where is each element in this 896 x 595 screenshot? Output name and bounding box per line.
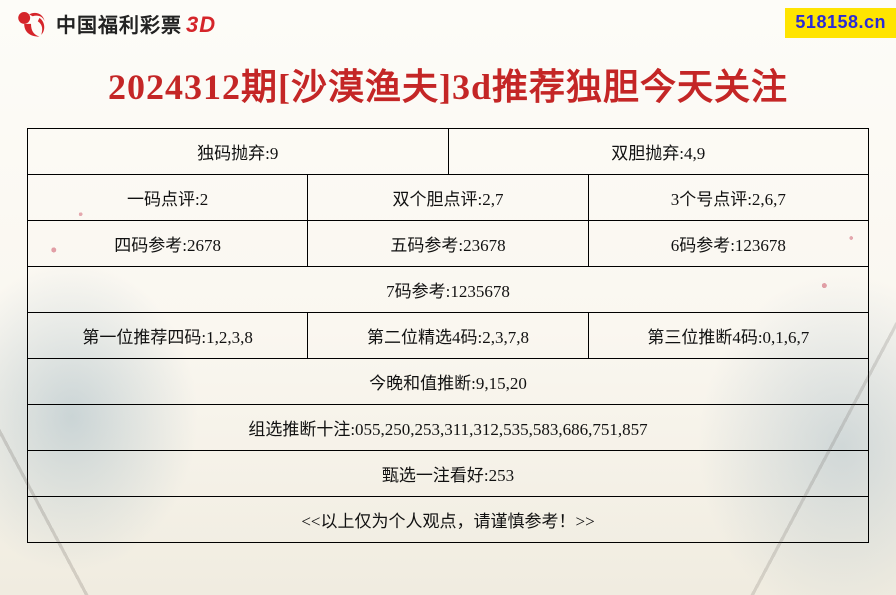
- table-cell: 第三位推断4码:0,1,6,7: [589, 313, 869, 359]
- table-cell: 今晚和值推断:9,15,20: [28, 359, 869, 405]
- table-row: <<以上仅为个人观点，请谨慎参考！>>: [28, 497, 869, 543]
- lottery-logo-icon: [14, 6, 48, 40]
- top-bar: 中国福利彩票 3D 518158.cn: [0, 0, 896, 44]
- table-cell: 独码抛弃:9: [28, 129, 449, 175]
- table-cell: 甄选一注看好:253: [28, 451, 869, 497]
- table-cell: 四码参考:2678: [28, 221, 308, 267]
- page-title: 2024312期[沙漠渔夫]3d推荐独胆今天关注: [0, 44, 896, 128]
- table-row: 第一位推荐四码:1,2,3,8 第二位精选4码:2,3,7,8 第三位推断4码:…: [28, 313, 869, 359]
- table-cell: 五码参考:23678: [308, 221, 588, 267]
- table-cell: 组选推断十注:055,250,253,311,312,535,583,686,7…: [28, 405, 869, 451]
- table-cell: 7码参考:1235678: [28, 267, 869, 313]
- table-row: 独码抛弃:9 双胆抛弃:4,9: [28, 129, 869, 175]
- table-cell: 一码点评:2: [28, 175, 308, 221]
- table-row: 一码点评:2 双个胆点评:2,7 3个号点评:2,6,7: [28, 175, 869, 221]
- table-cell: <<以上仅为个人观点，请谨慎参考！>>: [28, 497, 869, 543]
- table-row: 组选推断十注:055,250,253,311,312,535,583,686,7…: [28, 405, 869, 451]
- table-row: 7码参考:1235678: [28, 267, 869, 313]
- brand-text: 中国福利彩票 3D: [56, 9, 216, 38]
- table-row: 甄选一注看好:253: [28, 451, 869, 497]
- table-cell: 第一位推荐四码:1,2,3,8: [28, 313, 308, 359]
- data-table: 独码抛弃:9 双胆抛弃:4,9 一码点评:2 双个胆点评:2,7 3个号点评:2…: [27, 128, 869, 543]
- site-tag: 518158.cn: [785, 8, 896, 38]
- table-cell: 6码参考:123678: [589, 221, 869, 267]
- table-cell: 双个胆点评:2,7: [308, 175, 588, 221]
- table-row: 今晚和值推断:9,15,20: [28, 359, 869, 405]
- brand: 中国福利彩票 3D: [14, 6, 216, 40]
- table-row: 四码参考:2678 五码参考:23678 6码参考:123678: [28, 221, 869, 267]
- brand-name: 中国福利彩票: [56, 9, 182, 38]
- table-cell: 第二位精选4码:2,3,7,8: [308, 313, 588, 359]
- table-cell: 双胆抛弃:4,9: [449, 129, 870, 175]
- table-cell: 3个号点评:2,6,7: [589, 175, 869, 221]
- brand-3d: 3D: [186, 12, 216, 38]
